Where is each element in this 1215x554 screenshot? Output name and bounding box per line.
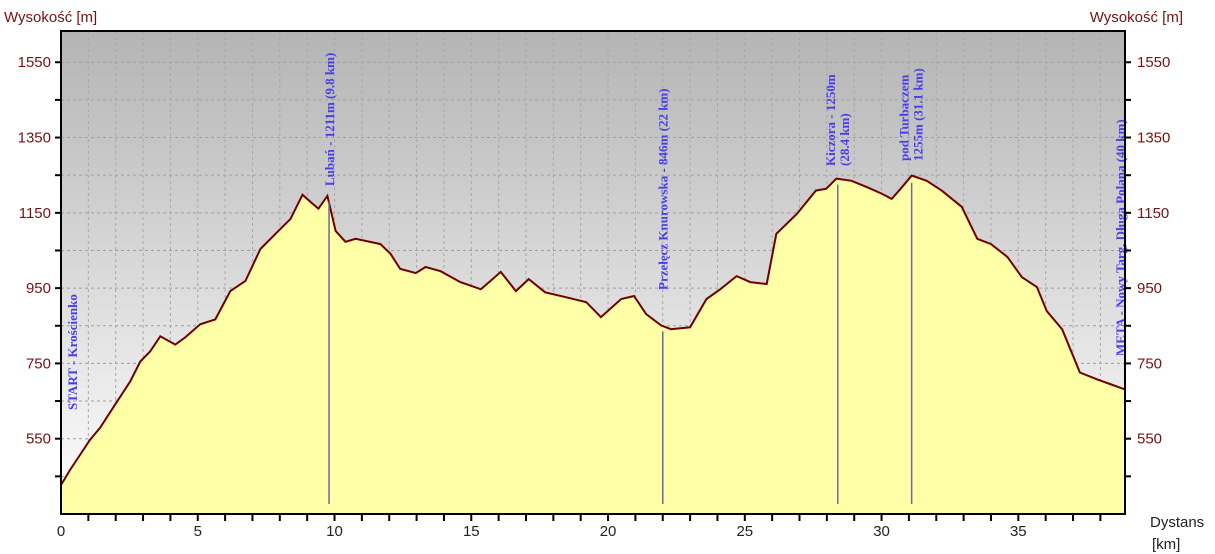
y-tick-label-right: 750 (1137, 355, 1162, 372)
y-tick-label-right: 1150 (1137, 205, 1169, 222)
x-tick-label: 5 (194, 523, 202, 540)
y-tick-label-right: 1550 (1137, 54, 1170, 71)
x-tick-label: 30 (873, 523, 890, 540)
y-tick-label-left: 1550 (18, 54, 51, 71)
y-tick-label-right: 950 (1137, 280, 1162, 297)
y-tick-label-left: 750 (26, 355, 51, 372)
annotation-label: START - Krościenko (65, 294, 80, 410)
x-tick-label: 0 (57, 523, 65, 540)
y-tick-label-left: 1350 (18, 130, 51, 147)
x-axis-unit: [km] (1152, 536, 1180, 553)
y-axis-label-right: Wysokość [m] (1090, 9, 1183, 26)
elevation-line (60, 174, 1126, 486)
elevation-area (61, 175, 1125, 514)
y-tick-label-left: 1150 (19, 205, 51, 222)
x-tick-label: 15 (463, 523, 480, 540)
annotation-label: pod Turbaczem (897, 75, 912, 161)
annotation-label: Lubań - 1211m (9.8 km) (322, 53, 337, 186)
y-tick-label-left: 950 (26, 280, 51, 297)
y-tick-label-right: 550 (1137, 431, 1162, 448)
annotation-label: 1255m (31.1 km) (911, 68, 926, 161)
plot-frame (60, 30, 1126, 515)
annotation-label: (28.4 km) (837, 113, 852, 166)
annotation-label: Przełęcz Knurowska - 846m (22 km) (656, 88, 671, 290)
x-tick-label: 20 (600, 523, 617, 540)
x-tick-label: 35 (1010, 523, 1027, 540)
y-axis-label-left: Wysokość [m] (4, 9, 97, 26)
y-tick-label-right: 1350 (1137, 130, 1170, 147)
annotation-label: Kiczora - 1250m (823, 74, 838, 166)
x-tick-label: 25 (736, 523, 753, 540)
x-tick-label: 10 (326, 523, 343, 540)
y-tick-label-left: 550 (26, 431, 51, 448)
x-axis-label: Dystans (1150, 514, 1204, 531)
